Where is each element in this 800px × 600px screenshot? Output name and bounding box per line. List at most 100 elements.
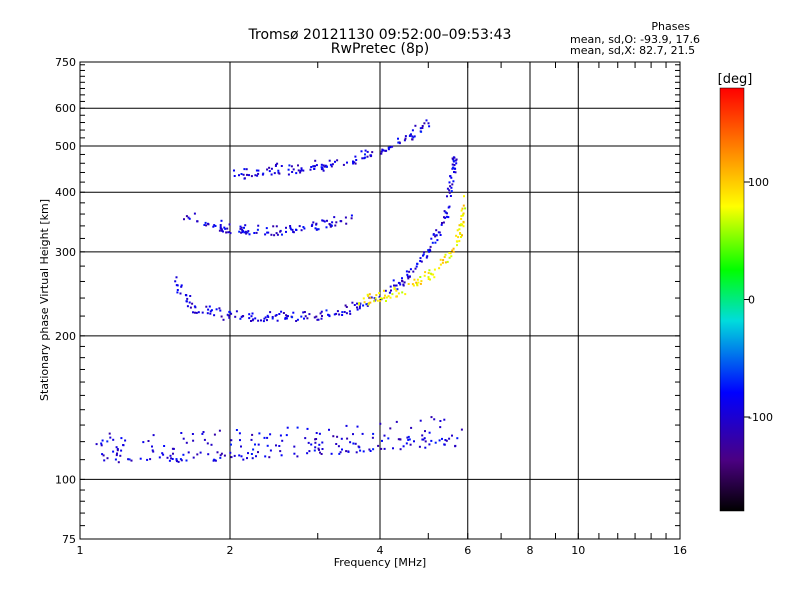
echo-point (384, 289, 387, 292)
echo-point (310, 166, 313, 168)
echo-point (314, 438, 317, 441)
echo-point (462, 225, 465, 228)
echo-point (102, 454, 105, 457)
echo-point (248, 317, 251, 320)
echo-point (233, 169, 235, 172)
echo-point (258, 432, 261, 435)
echo-point (407, 277, 410, 280)
echo-point (396, 288, 399, 291)
echo-point (444, 261, 447, 264)
echo-point (318, 448, 320, 451)
echo-point (120, 437, 123, 440)
echo-point (269, 311, 272, 314)
echo-point (448, 437, 451, 440)
echo-point (456, 437, 459, 440)
echo-point (250, 320, 252, 322)
echo-point (415, 265, 418, 268)
echo-point (229, 232, 232, 235)
echo-point (460, 217, 463, 220)
echo-point (351, 301, 354, 304)
echo-point (204, 221, 207, 224)
echo-point (366, 293, 369, 296)
echo-point (341, 314, 344, 316)
echo-point (359, 302, 362, 305)
echo-point (460, 236, 462, 238)
echo-point (328, 428, 330, 431)
echo-point (306, 452, 309, 455)
echo-point (428, 249, 431, 252)
echo-point (345, 424, 348, 427)
echo-point (452, 167, 454, 169)
echo-point (441, 222, 443, 224)
echo-point (379, 422, 382, 425)
echo-point (346, 161, 348, 164)
echo-point (398, 282, 401, 284)
echo-point (234, 315, 237, 318)
echo-point (393, 286, 396, 289)
echo-point (185, 300, 188, 303)
echo-point (459, 232, 461, 234)
echo-point (218, 307, 221, 310)
echo-point (278, 445, 281, 447)
echo-point (281, 439, 284, 442)
echo-point (238, 174, 240, 177)
echo-point (334, 224, 337, 227)
echo-point (424, 440, 427, 443)
echo-point (229, 451, 232, 454)
echo-point (269, 433, 272, 436)
echo-point (434, 441, 437, 444)
echo-point (415, 281, 418, 284)
echo-point (206, 442, 209, 445)
echo-point (320, 453, 323, 455)
axis-ticks (79, 62, 681, 539)
echo-point (422, 254, 424, 257)
echo-point (266, 231, 269, 234)
echo-point (439, 263, 442, 266)
echo-point (158, 456, 161, 459)
echo-point (112, 450, 115, 453)
echo-point (214, 459, 217, 462)
echo-point (275, 163, 277, 166)
echo-point (228, 316, 231, 319)
echo-point (380, 152, 383, 155)
echo-point (279, 434, 282, 437)
echo-point (230, 439, 233, 442)
echo-point (226, 313, 229, 316)
echo-point (411, 129, 414, 132)
echo-point (433, 418, 436, 421)
echo-point (367, 303, 370, 306)
echo-point (350, 214, 353, 217)
echo-point (240, 455, 243, 458)
echo-point (238, 432, 241, 435)
echo-point (332, 435, 335, 438)
echo-point (320, 310, 323, 313)
echo-point (378, 292, 381, 295)
echo-point (340, 437, 343, 440)
echo-point (460, 428, 463, 431)
echo-point (240, 173, 243, 175)
echo-point (109, 436, 112, 439)
echo-point (368, 293, 371, 296)
echo-point (195, 311, 198, 314)
echo-point (187, 451, 190, 454)
echo-point (420, 130, 423, 133)
y-tick-label: 400 (55, 186, 76, 199)
echo-point (373, 300, 376, 303)
echo-point (239, 227, 242, 230)
echo-point (280, 165, 283, 167)
echo-point (401, 277, 403, 280)
echo-point (280, 454, 283, 457)
echo-point (306, 317, 309, 320)
echo-point (127, 458, 130, 461)
echo-point (201, 311, 204, 314)
echo-point (207, 222, 209, 225)
echo-point (462, 204, 465, 207)
echo-point (264, 316, 267, 319)
echo-point (266, 436, 269, 439)
echo-point (208, 305, 211, 308)
echo-point (414, 267, 417, 270)
echo-point (328, 159, 331, 162)
echo-point (185, 294, 188, 297)
echo-point (372, 448, 375, 451)
y-tick-label: 100 (55, 473, 76, 486)
